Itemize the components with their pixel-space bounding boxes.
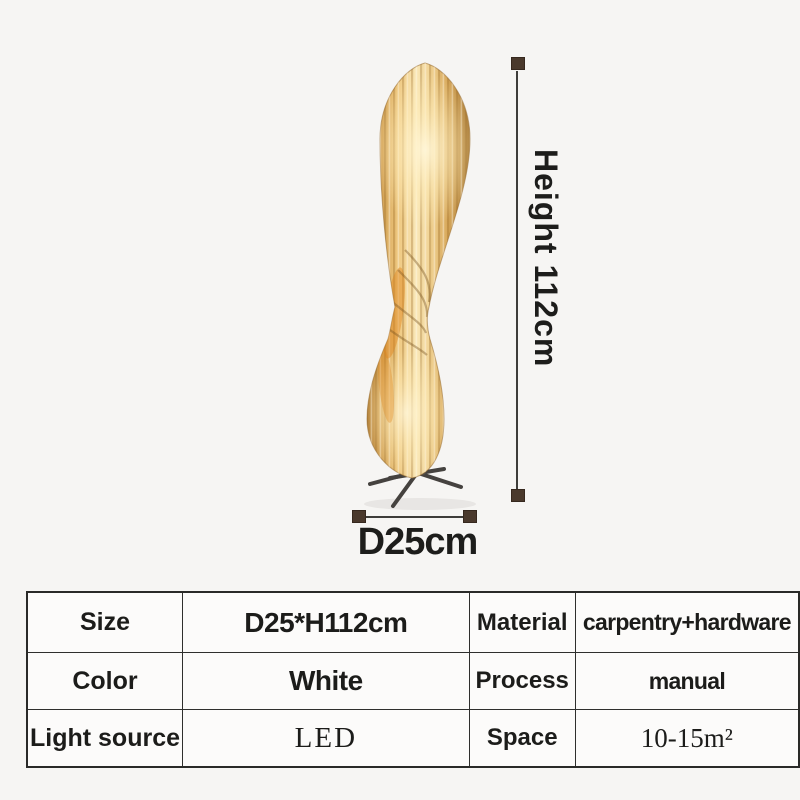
spec-table: Size D25*H112cm Material carpentry+hardw… xyxy=(26,591,800,768)
floor-lamp-image xyxy=(364,62,476,510)
floor-shadow xyxy=(364,498,476,510)
diameter-dimension-label: D25cm xyxy=(357,521,479,563)
spec-value-size: D25*H112cm xyxy=(182,591,470,653)
dimension-marker-bottom-icon xyxy=(511,489,525,502)
height-dimension-label: Height 112cm xyxy=(528,148,564,368)
spec-label-space: Space xyxy=(468,709,576,768)
height-dimension-line xyxy=(516,71,518,489)
spec-label-process: Process xyxy=(468,652,576,710)
dimension-marker-left-icon xyxy=(352,510,366,523)
table-row: Light source LED Space 10-15m² xyxy=(26,709,800,768)
table-row: Size D25*H112cm Material carpentry+hardw… xyxy=(26,591,800,653)
spec-value-space: 10-15m² xyxy=(574,709,800,768)
spec-value-process: manual xyxy=(574,652,800,710)
dimension-marker-right-icon xyxy=(463,510,477,523)
spec-label-color: Color xyxy=(26,652,184,710)
diameter-dimension-line xyxy=(366,516,463,518)
dimension-marker-top-icon xyxy=(511,57,525,70)
table-row: Color White Process manual xyxy=(26,652,800,710)
spec-label-material: Material xyxy=(468,591,576,653)
spec-label-light-source: Light source xyxy=(26,709,184,768)
spec-label-size: Size xyxy=(26,591,184,653)
spec-value-light-source: LED xyxy=(182,709,470,768)
spec-value-material: carpentry+hardware xyxy=(574,591,800,653)
spec-value-color: White xyxy=(182,652,470,710)
